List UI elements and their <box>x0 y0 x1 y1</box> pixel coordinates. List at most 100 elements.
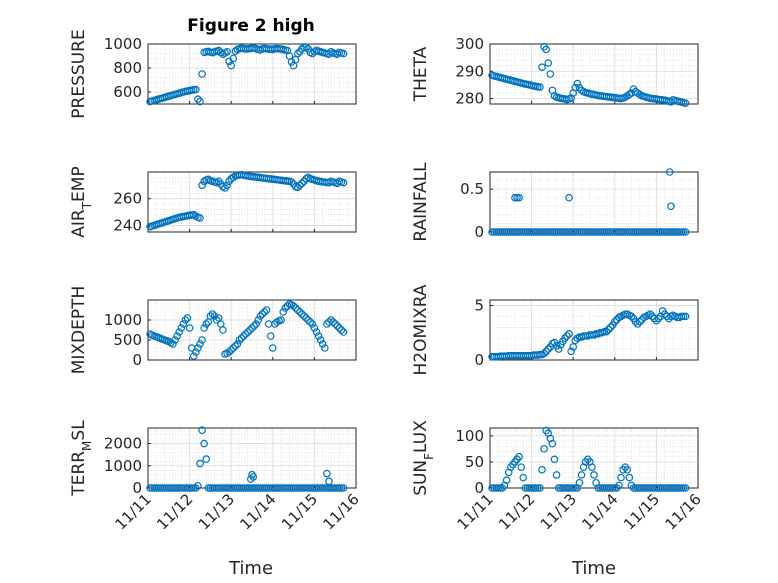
data-point <box>219 326 227 334</box>
data-point <box>194 344 202 352</box>
data-point <box>200 324 208 332</box>
y-axis-label: MIXDEPTH <box>69 286 89 375</box>
y-tick-label: 100 <box>455 427 484 445</box>
data-point <box>513 193 521 202</box>
data-point <box>202 320 211 328</box>
y-tick-label: 50 <box>465 453 484 471</box>
data-point <box>337 484 346 492</box>
data-point <box>600 327 609 336</box>
data-point <box>571 83 580 92</box>
data-point <box>223 181 231 190</box>
data-point <box>608 484 617 492</box>
data-point <box>254 316 263 324</box>
data-point <box>333 322 342 330</box>
data-point <box>293 183 302 192</box>
data-point <box>233 340 242 348</box>
data-point <box>677 228 686 236</box>
data-point <box>679 228 688 236</box>
y-tick-label: 280 <box>455 90 484 108</box>
data-point <box>331 320 340 328</box>
data-point <box>565 330 573 338</box>
data-point <box>339 484 348 492</box>
data-point <box>250 322 258 330</box>
data-point <box>552 471 561 479</box>
y-tick-label: 1000 <box>104 35 142 53</box>
data-point <box>227 61 236 70</box>
y-axis-label: H2OMIXRA <box>411 284 431 375</box>
y-tick-label: 1000 <box>104 311 142 329</box>
data-point <box>262 306 271 314</box>
subplot-1: 600 800 1000 PRESSURE <box>69 29 357 119</box>
y-tick-label: 500 <box>113 331 142 349</box>
data-point <box>229 344 238 352</box>
data-point <box>617 473 625 482</box>
data-point <box>289 302 298 310</box>
data-point <box>235 336 244 344</box>
data-point <box>681 312 690 321</box>
data-point <box>314 332 323 340</box>
y-tick-label: 0 <box>474 479 484 497</box>
data-point <box>171 336 179 344</box>
data-point <box>571 484 580 492</box>
data-point <box>210 312 219 320</box>
data-point <box>667 202 675 211</box>
data-point <box>327 316 335 324</box>
data-point <box>227 346 236 354</box>
data-point <box>175 328 184 336</box>
data-point <box>677 312 686 321</box>
x-axis-label-right: Time <box>571 558 616 579</box>
data-point <box>544 59 553 67</box>
y-tick-label: 0.5 <box>460 180 484 198</box>
data-point <box>569 343 578 351</box>
data-point <box>635 318 644 326</box>
data-point <box>198 70 206 78</box>
data-point <box>198 336 206 344</box>
data-point <box>318 340 327 348</box>
axes-box <box>147 43 357 105</box>
data-point <box>519 473 528 482</box>
data-point <box>511 193 519 202</box>
data-point <box>237 334 246 342</box>
axes-box <box>489 171 699 233</box>
data-point <box>252 320 260 328</box>
data-point <box>169 340 177 348</box>
data-point <box>179 320 188 328</box>
data-point <box>281 304 290 312</box>
data-point <box>223 47 231 56</box>
data-point <box>569 484 578 492</box>
data-point <box>181 316 190 324</box>
data-point <box>268 344 277 352</box>
data-point <box>536 350 544 359</box>
data-point <box>536 83 544 91</box>
data-point <box>177 324 186 332</box>
y-tick-label: 260 <box>113 190 142 208</box>
data-point <box>298 310 306 318</box>
data-point <box>189 352 198 360</box>
data-point <box>310 324 319 332</box>
data-point <box>239 332 248 340</box>
data-point <box>542 347 550 356</box>
data-point <box>540 445 548 453</box>
data-point <box>561 334 569 342</box>
y-axis-label: SUNFLUX <box>411 420 436 496</box>
data-point <box>231 47 240 56</box>
data-point <box>335 324 344 332</box>
data-point <box>296 308 304 316</box>
y-axis-label: TERRMSL <box>69 420 94 497</box>
data-point <box>502 476 511 484</box>
data-point <box>542 45 550 54</box>
data-point <box>577 471 586 479</box>
data-point <box>206 312 215 320</box>
y-tick-label: 0 <box>474 223 484 241</box>
data-point <box>256 312 265 320</box>
data-point <box>287 178 296 186</box>
data-point <box>196 214 204 222</box>
data-point <box>306 318 315 326</box>
axes-box <box>489 427 699 489</box>
x-axis-label-left: Time <box>228 558 273 579</box>
data-point <box>515 193 523 202</box>
data-point <box>339 49 348 58</box>
data-point <box>646 310 654 318</box>
y-axis-label: RAINFALL <box>411 162 431 242</box>
data-point <box>623 465 632 474</box>
